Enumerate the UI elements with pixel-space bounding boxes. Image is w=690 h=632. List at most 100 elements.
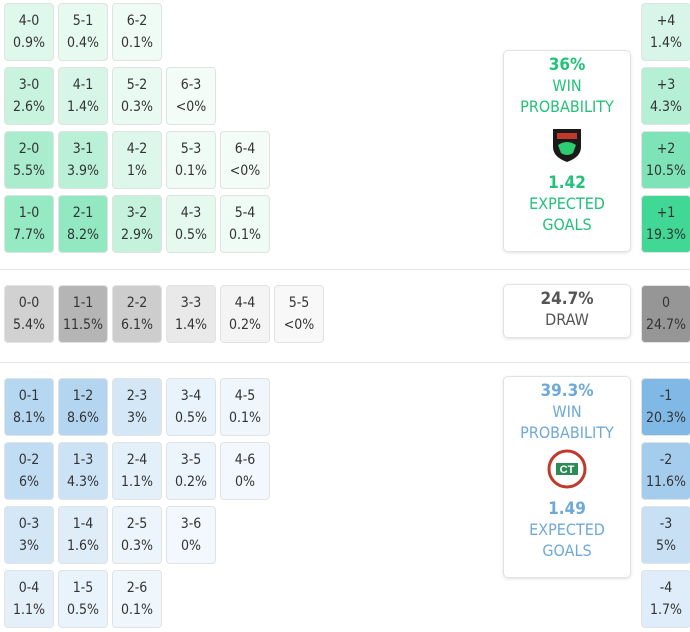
label: 3-3	[180, 295, 202, 311]
draw-pct: 24.7%	[540, 289, 594, 309]
probability: 0.2%	[229, 317, 261, 333]
label: 4-6	[234, 452, 256, 468]
label: +1	[656, 205, 676, 221]
expected-goals: 1.42	[548, 173, 586, 193]
probability: 0.5%	[175, 410, 207, 426]
probability: 0.3%	[121, 538, 153, 554]
probability: 1.1%	[13, 602, 45, 618]
probability: 1.4%	[67, 99, 99, 115]
probability: 24.7%	[645, 317, 686, 333]
score-cell: 3-2 2.9%	[112, 195, 162, 253]
probability: 0.1%	[229, 227, 261, 243]
probability: 8.1%	[13, 410, 45, 426]
label: -4	[659, 580, 673, 596]
score-cell: 2-6 0.1%	[112, 570, 162, 628]
score-cell: 6-4 <0%	[220, 131, 270, 189]
label: 3-0	[18, 77, 40, 93]
label: +4	[656, 13, 676, 29]
score-cell: 2-4 1.1%	[112, 442, 162, 500]
probability: 0%	[181, 538, 201, 554]
score-cell: 4-5 0.1%	[220, 378, 270, 436]
probability: 1.7%	[650, 602, 682, 618]
score-cell: 3-4 0.5%	[166, 378, 216, 436]
label: 3-2	[126, 205, 148, 221]
score-cell: 3-3 1.4%	[166, 285, 216, 343]
score-cell: 4-3 0.5%	[166, 195, 216, 253]
probability: 1.1%	[121, 474, 153, 490]
score-cell: 5-2 0.3%	[112, 67, 162, 125]
margin-cell: -4 1.7%	[641, 570, 690, 628]
probability: 10.5%	[645, 163, 686, 179]
probability: 0.9%	[13, 35, 45, 51]
label: -3	[659, 516, 673, 532]
label: 5-3	[180, 141, 202, 157]
score-cell: 3-0 2.6%	[4, 67, 54, 125]
probability: 1%	[127, 163, 147, 179]
score-cell: 3-1 3.9%	[58, 131, 108, 189]
score-cell: 6-2 0.1%	[112, 3, 162, 61]
label: 0-0	[18, 295, 40, 311]
probability: 2.6%	[13, 99, 45, 115]
label: 4-3	[180, 205, 202, 221]
score-cell: 2-5 0.3%	[112, 506, 162, 564]
probability: 0%	[235, 474, 255, 490]
label: 1-4	[72, 516, 94, 532]
probability: 0.4%	[67, 35, 99, 51]
label: 2-1	[72, 205, 94, 221]
margin-cell: +4 1.4%	[641, 3, 690, 61]
score-cell: 1-0 7.7%	[4, 195, 54, 253]
score-cell: 2-2 6.1%	[112, 285, 162, 343]
score-cell: 5-5 <0%	[274, 285, 324, 343]
score-cell: 6-3 <0%	[166, 67, 216, 125]
win-label: WIN PROBABILITY	[520, 402, 614, 442]
label: 1-5	[72, 580, 94, 596]
label: 6-4	[234, 141, 256, 157]
score-cell: 3-6 0%	[166, 506, 216, 564]
draw-label: DRAW	[545, 310, 589, 329]
probability: 8.6%	[67, 410, 99, 426]
score-cell: 1-4 1.6%	[58, 506, 108, 564]
score-cell: 1-2 8.6%	[58, 378, 108, 436]
score-cell: 5-1 0.4%	[58, 3, 108, 61]
label: 5-5	[288, 295, 310, 311]
label: 3-6	[180, 516, 202, 532]
label: 3-1	[72, 141, 94, 157]
probability: 11.6%	[645, 474, 686, 490]
probability: 6%	[19, 474, 39, 490]
probability: 20.3%	[645, 410, 686, 426]
label: 2-0	[18, 141, 40, 157]
label: 2-3	[126, 388, 148, 404]
probability: 1.4%	[650, 35, 682, 51]
probability: 4.3%	[67, 474, 99, 490]
margin-cell: -1 20.3%	[641, 378, 690, 436]
score-cell: 2-3 3%	[112, 378, 162, 436]
score-cell: 0-3 3%	[4, 506, 54, 564]
margin-cell: -2 11.6%	[641, 442, 690, 500]
label: 2-5	[126, 516, 148, 532]
margin-cell: 0 24.7%	[641, 285, 690, 343]
label: +2	[656, 141, 676, 157]
label: 4-0	[18, 13, 40, 29]
score-cell: 3-5 0.2%	[166, 442, 216, 500]
win-pct: 39.3%	[540, 381, 594, 401]
label: 4-2	[126, 141, 148, 157]
score-cell: 0-1 8.1%	[4, 378, 54, 436]
probability: <0%	[283, 317, 315, 333]
probability: 0.5%	[175, 227, 207, 243]
home-logo	[553, 129, 581, 162]
probability: 0.1%	[121, 35, 153, 51]
score-cell: 0-4 1.1%	[4, 570, 54, 628]
margin-cell: -3 5%	[641, 506, 690, 564]
probability: 8.2%	[67, 227, 99, 243]
label: 0	[661, 295, 670, 311]
probability: 3%	[127, 410, 147, 426]
label: 3-5	[180, 452, 202, 468]
score-cell: 4-2 1%	[112, 131, 162, 189]
score-cell: 4-1 1.4%	[58, 67, 108, 125]
label: 5-4	[234, 205, 256, 221]
label: 6-3	[180, 77, 202, 93]
win-label: WIN PROBABILITY	[520, 76, 614, 116]
probability: 3%	[19, 538, 39, 554]
divider	[0, 362, 690, 363]
